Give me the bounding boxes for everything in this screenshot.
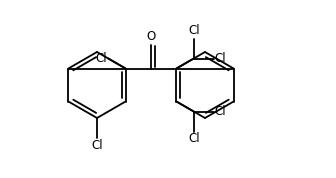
Text: Cl: Cl (91, 139, 103, 152)
Text: Cl: Cl (188, 132, 200, 145)
Text: O: O (146, 30, 156, 43)
Text: Cl: Cl (188, 25, 200, 38)
Text: Cl: Cl (96, 52, 107, 65)
Text: Cl: Cl (215, 52, 226, 65)
Text: Cl: Cl (215, 105, 226, 118)
